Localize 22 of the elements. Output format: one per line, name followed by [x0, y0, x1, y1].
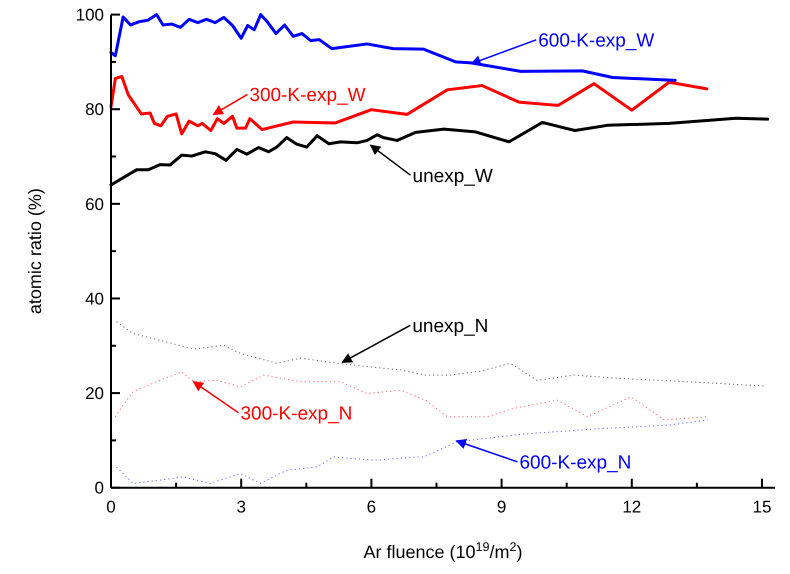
annotation: 300-K-exp_W — [249, 85, 366, 106]
y-tick-label: 20 — [85, 384, 104, 404]
annotation: unexp_W — [412, 166, 493, 187]
y-tick-label: 0 — [94, 478, 104, 498]
annotation: 600-K-exp_W — [538, 30, 654, 52]
y-axis-title: atomic ratio (%) — [25, 188, 45, 314]
y-tick-label: 40 — [85, 289, 104, 308]
x-tick-label: 15 — [752, 498, 772, 517]
x-tick-label: 9 — [496, 498, 506, 517]
x-tick-label: 6 — [366, 498, 376, 517]
x-tick-label: 12 — [622, 498, 642, 517]
y-tick-label: 80 — [85, 100, 104, 120]
annotation: 300-K-exp_N — [240, 403, 352, 424]
x-tick-label: 0 — [106, 498, 116, 517]
y-tick-label: 60 — [85, 194, 104, 214]
line-series — [110, 13, 677, 82]
annotation: 600-K-exp_N — [519, 452, 632, 474]
x-tick-label: 3 — [236, 498, 246, 517]
x-axis-title: Ar fluence (10$^{19}$/m$^{2}$) — [363, 540, 523, 562]
y-tick-label: 100 — [76, 6, 104, 25]
annotation: unexp_N — [412, 316, 488, 337]
line-series — [110, 75, 708, 136]
